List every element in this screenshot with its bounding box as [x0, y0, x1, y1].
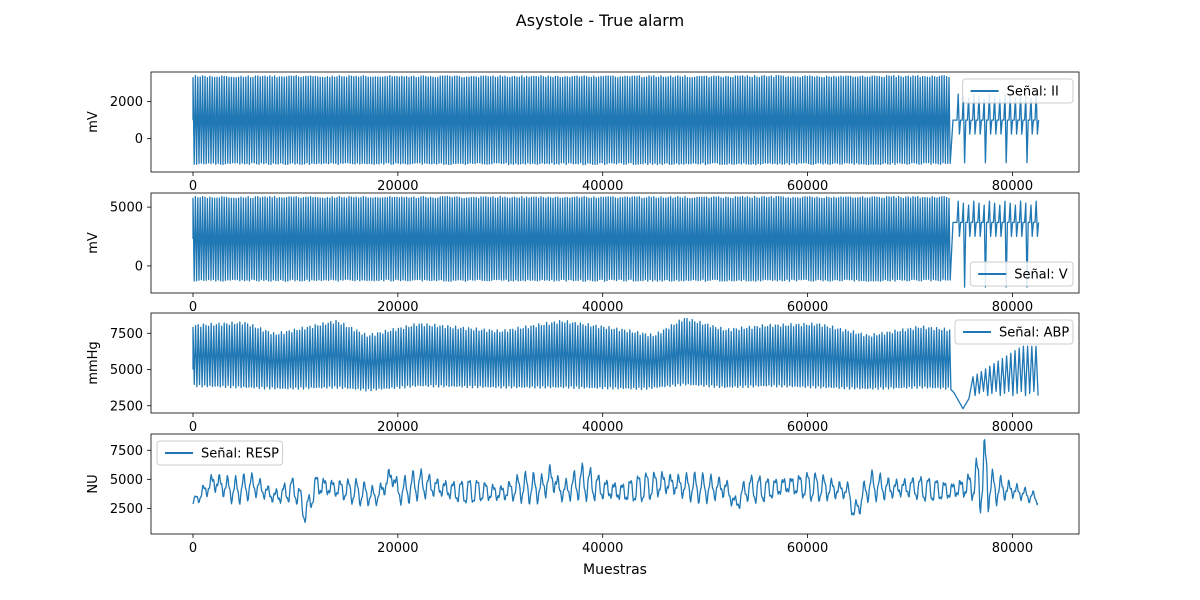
- y-tick-label: 5000: [110, 201, 143, 216]
- x-tick-label: 80000: [992, 179, 1033, 194]
- y-tick-label: 2500: [110, 399, 143, 414]
- y-tick-label: 2500: [110, 502, 143, 517]
- series-line-4: [192, 439, 1039, 524]
- x-tick-label: 0: [189, 179, 197, 194]
- x-tick-label: 0: [189, 420, 197, 435]
- x-tick-label: 60000: [787, 300, 828, 315]
- y-axis-label: mV: [86, 232, 101, 254]
- x-tick-label: 20000: [377, 300, 418, 315]
- y-tick-label: 7500: [110, 444, 143, 459]
- series-line-1: [192, 75, 1040, 166]
- legend-label: Señal: II: [1007, 85, 1059, 100]
- y-tick-label: 5000: [110, 473, 143, 488]
- y-axis-label: NU: [86, 474, 101, 493]
- axes-frame-4: [150, 433, 1080, 535]
- subplot-2: 0 20000 40000 60000 80000 0 5000 mV Señal: V: [86, 192, 1080, 315]
- legend-label: Señal: V: [1014, 268, 1068, 283]
- x-tick-label: 20000: [377, 179, 418, 194]
- y-tick-label: 7500: [110, 327, 143, 342]
- legend-label: Señal: ABP: [999, 326, 1069, 341]
- x-tick-label: 80000: [992, 420, 1033, 435]
- x-axis-label: Muestras: [583, 562, 647, 578]
- legend-box: [954, 319, 1074, 345]
- legend-label: Señal: RESP: [201, 447, 279, 462]
- axes-frame-2: [150, 192, 1080, 294]
- x-tick-label: 60000: [787, 179, 828, 194]
- x-tick-label: 60000: [787, 420, 828, 435]
- x-tick-label: 40000: [582, 179, 623, 194]
- y-tick-label: 0: [135, 259, 143, 274]
- x-tick-label: 0: [189, 541, 197, 556]
- series-line-3: [192, 317, 1039, 410]
- subplot-1: 0 20000 40000 60000 80000 0 2000 mV Señal: II: [86, 71, 1080, 194]
- series-line-2: [192, 195, 1040, 288]
- axes-frame-3: [150, 312, 1080, 414]
- y-axis-label: mV: [86, 111, 101, 133]
- x-tick-label: 20000: [377, 420, 418, 435]
- figure-title: Asystole - True alarm: [516, 11, 684, 30]
- legend-3: Señal: ABP: [954, 319, 1074, 345]
- legend-box: [969, 261, 1074, 287]
- legend-box: [962, 78, 1074, 104]
- x-tick-label: 60000: [787, 541, 828, 556]
- legend-4: Señal: RESP: [156, 440, 284, 466]
- axes-frame-1: [150, 71, 1080, 173]
- x-tick-label: 80000: [992, 300, 1033, 315]
- legend-2: Señal: V: [969, 261, 1074, 287]
- legend-1: Señal: II: [962, 78, 1074, 104]
- x-tick-label: 20000: [377, 541, 418, 556]
- subplot-4: 0 20000 40000 60000 80000 2500 5000 7500 NU Señal…: [86, 433, 1080, 556]
- x-tick-label: 0: [189, 300, 197, 315]
- x-tick-label: 40000: [582, 300, 623, 315]
- y-tick-label: 0: [135, 132, 143, 147]
- y-tick-label: 2000: [110, 95, 143, 110]
- legend-box: [156, 440, 284, 466]
- x-tick-label: 40000: [582, 420, 623, 435]
- subplot-3: 0 20000 40000 60000 80000 2500 5000 7500 mmHg Señ…: [86, 312, 1080, 435]
- x-tick-label: 80000: [992, 541, 1033, 556]
- y-tick-label: 5000: [110, 363, 143, 378]
- x-tick-label: 40000: [582, 541, 623, 556]
- subplot-panels: 0 20000 40000 60000 80000 0 2000 mV Señal: II 0 20…: [86, 71, 1080, 556]
- y-axis-label: mmHg: [86, 341, 101, 384]
